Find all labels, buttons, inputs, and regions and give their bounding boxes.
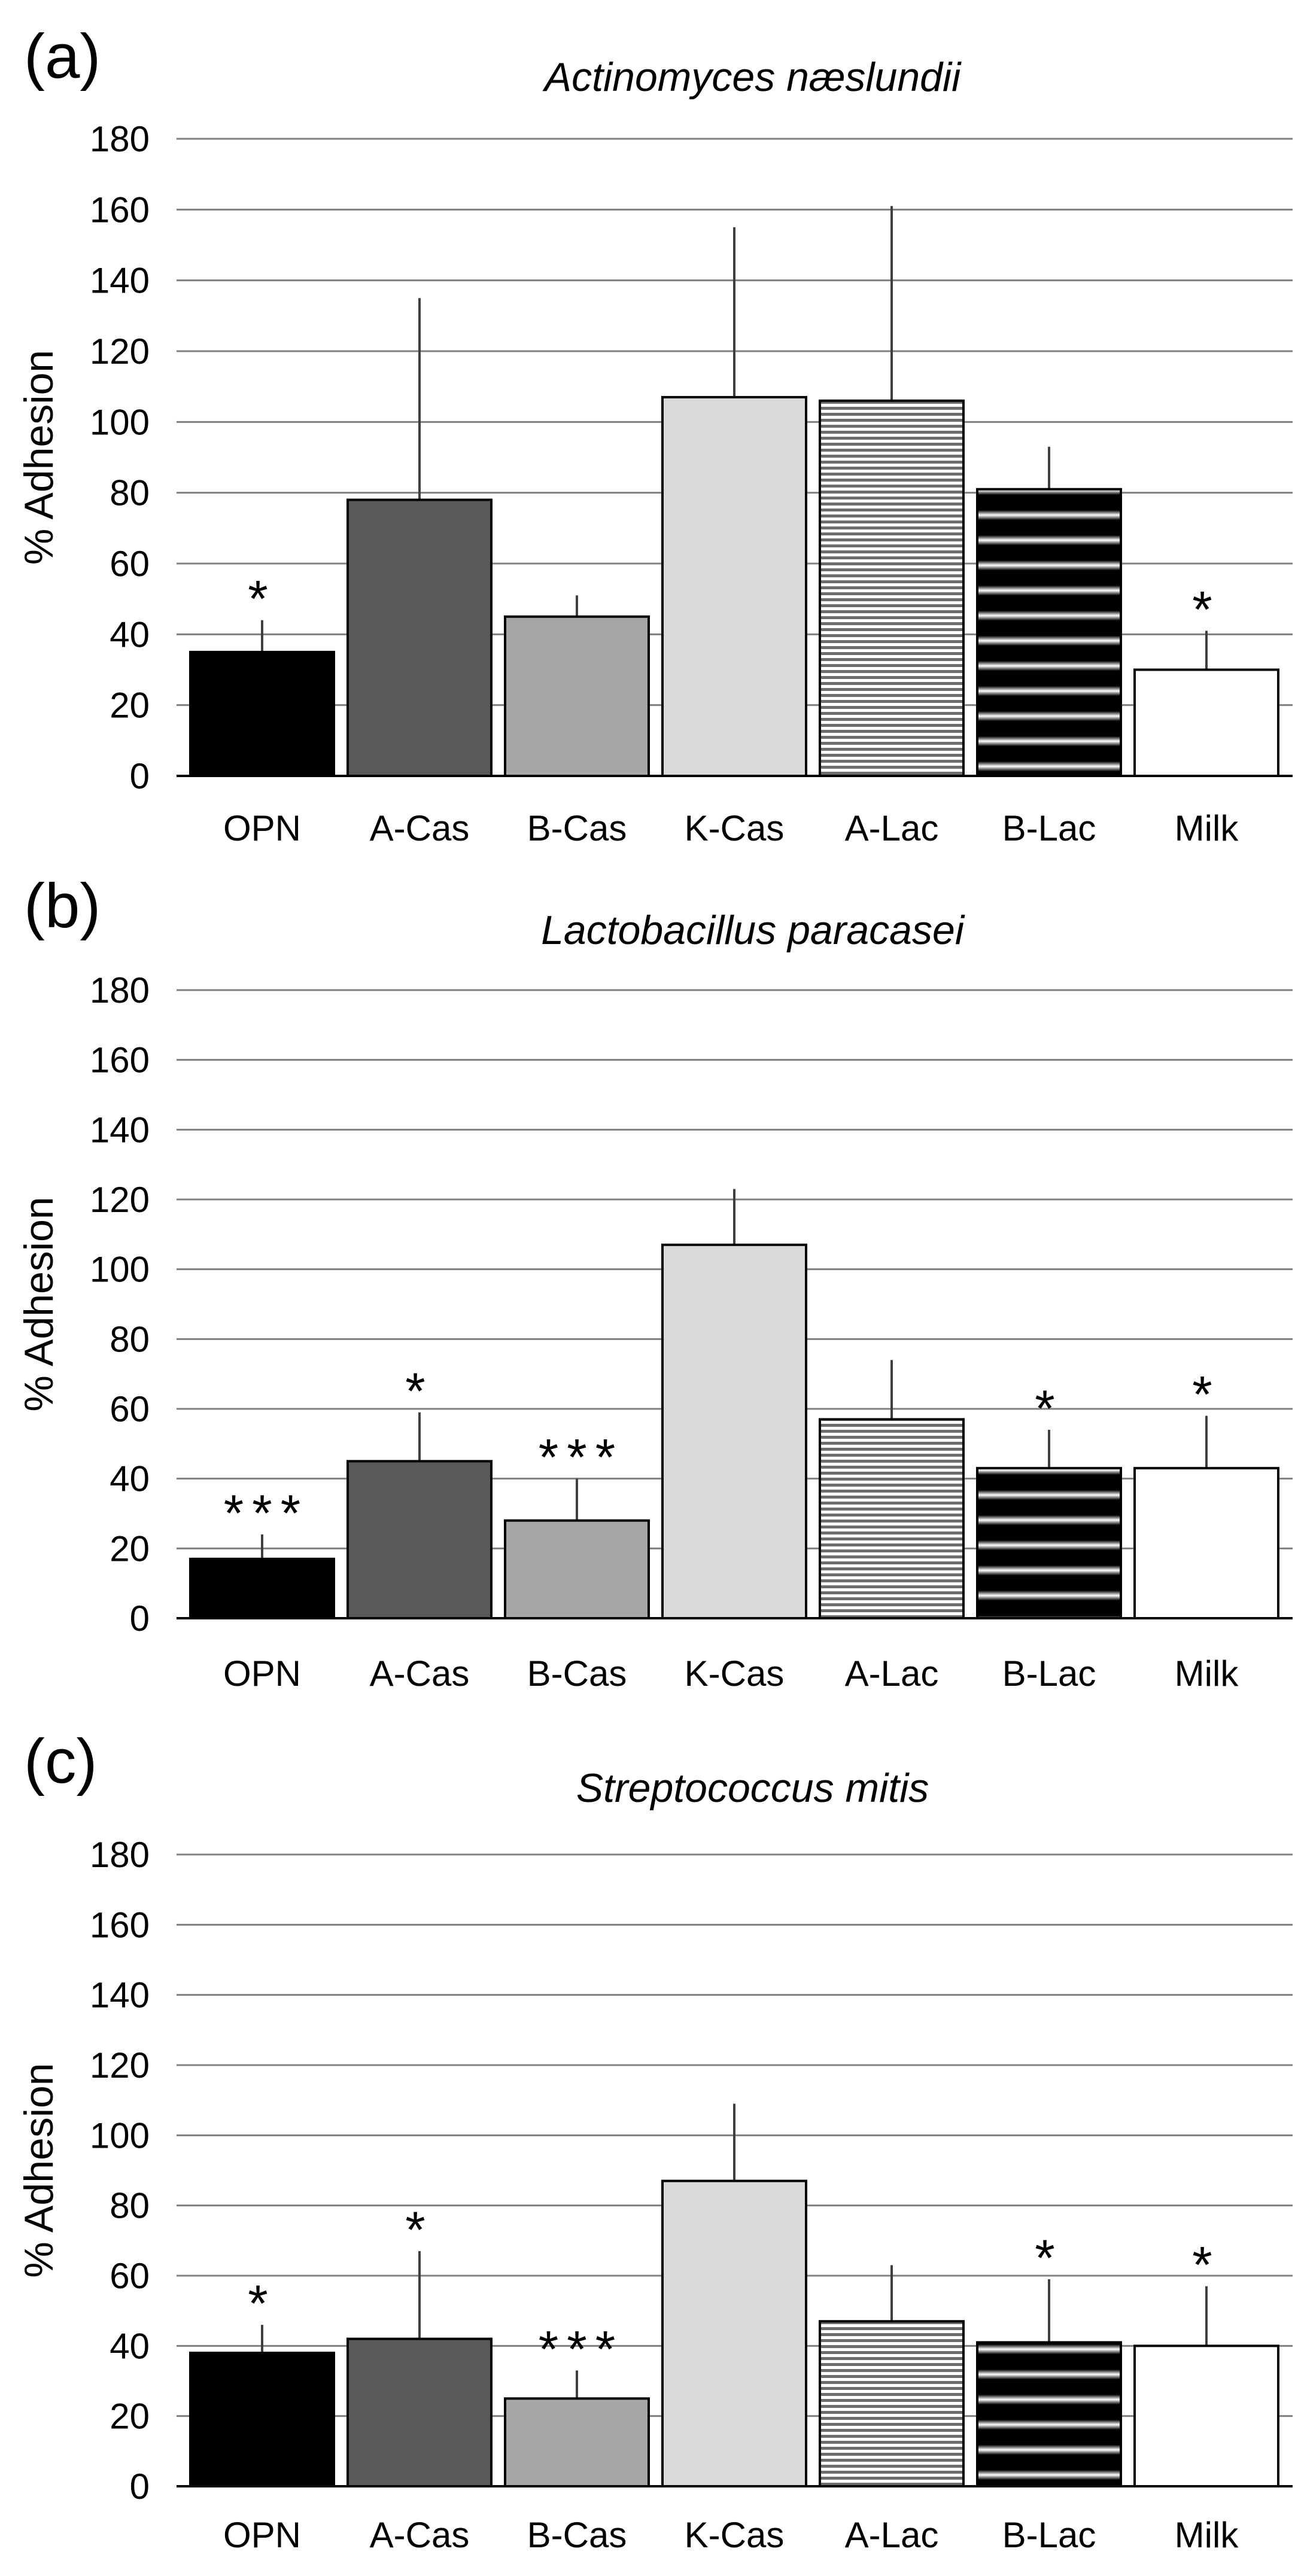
y-tick-label: 20 xyxy=(110,2397,150,2437)
bar-opn xyxy=(189,2352,335,2487)
bar-opn xyxy=(189,1557,335,1619)
significance-marker: *** xyxy=(224,1485,309,1542)
y-tick-label: 0 xyxy=(130,2467,150,2507)
chart-title: Actinomyces næslundii xyxy=(542,54,962,100)
y-tick-label: 0 xyxy=(130,1598,150,1639)
panel--a-: (a) Actinomyces næslundii % Adhesion 0 20 40 6… xyxy=(16,22,1293,848)
bar-a-cas xyxy=(346,498,493,777)
x-tick-label: Milk xyxy=(1175,2515,1239,2555)
bar-a-lac xyxy=(819,1418,965,1619)
chart-title: Lactobacillus paracasei xyxy=(541,908,965,953)
x-tick-label: A-Lac xyxy=(845,1654,939,1694)
y-tick-label: 100 xyxy=(90,2115,150,2155)
significance-marker: * xyxy=(405,2202,433,2259)
significance-marker: * xyxy=(1035,2230,1063,2287)
bar-a-lac xyxy=(819,399,965,777)
y-tick-label: 180 xyxy=(90,1835,150,1875)
x-tick-label: B-Lac xyxy=(1002,2515,1096,2555)
significance-marker: * xyxy=(248,2275,276,2333)
y-tick-label: 120 xyxy=(90,2045,150,2085)
x-tick-label: B-Lac xyxy=(1002,808,1096,848)
bar-a-cas xyxy=(346,2337,493,2488)
x-tick-label: A-Cas xyxy=(370,808,470,848)
y-tick-label: 80 xyxy=(110,2186,150,2226)
bar-a-cas xyxy=(346,1460,493,1619)
y-tick-label: 140 xyxy=(90,1975,150,2015)
y-axis-label: % Adhesion xyxy=(16,350,62,565)
x-tick-label: OPN xyxy=(223,808,301,848)
panel--b-: (b) Lactobacillus paracasei % Adhesion 0 20 4… xyxy=(16,871,1293,1694)
significance-marker: *** xyxy=(539,1429,624,1487)
bar-k-cas xyxy=(661,1243,807,1619)
significance-marker: * xyxy=(248,571,276,628)
x-tick-label: K-Cas xyxy=(685,1654,785,1694)
y-tick-label: 0 xyxy=(130,756,150,796)
bar-b-lac xyxy=(976,1467,1122,1620)
y-tick-label: 60 xyxy=(110,2256,150,2296)
y-tick-label: 160 xyxy=(90,190,150,230)
x-tick-label: A-Lac xyxy=(845,2515,939,2555)
y-tick-label: 80 xyxy=(110,473,150,513)
panel--c-: (c) Streptococcus mitis % Adhesion 0 20 40 60 8… xyxy=(16,1727,1293,2555)
x-tick-label: A-Cas xyxy=(370,1654,470,1694)
x-tick-label: OPN xyxy=(223,1654,301,1694)
y-tick-label: 120 xyxy=(90,331,150,372)
x-tick-label: K-Cas xyxy=(685,808,785,848)
significance-marker: * xyxy=(405,1363,433,1420)
y-tick-label: 140 xyxy=(90,261,150,301)
x-tick-label: B-Cas xyxy=(527,808,627,848)
bar-k-cas xyxy=(661,2179,807,2488)
y-tick-label: 80 xyxy=(110,1319,150,1359)
bar-k-cas xyxy=(661,395,807,777)
y-tick-label: 40 xyxy=(110,614,150,654)
y-axis-label: % Adhesion xyxy=(16,2063,62,2277)
bar-b-lac xyxy=(976,488,1122,777)
y-tick-label: 180 xyxy=(90,119,150,159)
chart-title: Streptococcus mitis xyxy=(576,1765,929,1811)
y-tick-label: 60 xyxy=(110,1389,150,1429)
x-tick-label: K-Cas xyxy=(685,2515,785,2555)
y-tick-label: 20 xyxy=(110,1528,150,1569)
y-tick-label: 140 xyxy=(90,1110,150,1150)
x-tick-label: Milk xyxy=(1175,808,1239,848)
bar-a-lac xyxy=(819,2320,965,2487)
panel-label: (b) xyxy=(24,871,101,941)
y-tick-label: 120 xyxy=(90,1180,150,1220)
x-tick-label: B-Cas xyxy=(527,1654,627,1694)
bar-milk xyxy=(1133,1467,1279,1620)
panel-label: (c) xyxy=(24,1727,97,1796)
significance-marker: * xyxy=(1192,2237,1220,2294)
significance-marker: * xyxy=(1192,581,1220,638)
y-axis-label: % Adhesion xyxy=(16,1196,62,1411)
x-tick-label: Milk xyxy=(1175,1654,1239,1694)
y-tick-label: 100 xyxy=(90,1250,150,1290)
y-tick-label: 20 xyxy=(110,686,150,726)
significance-marker: * xyxy=(1035,1380,1063,1438)
bar-milk xyxy=(1133,2344,1279,2487)
x-tick-label: OPN xyxy=(223,2515,301,2555)
bar-b-lac xyxy=(976,2341,1122,2487)
x-tick-label: A-Cas xyxy=(370,2515,470,2555)
bar-opn xyxy=(189,650,335,777)
y-tick-label: 160 xyxy=(90,1040,150,1080)
panel-label: (a) xyxy=(24,22,101,92)
x-tick-label: A-Lac xyxy=(845,808,939,848)
bar-milk xyxy=(1133,668,1279,777)
y-tick-label: 160 xyxy=(90,1905,150,1945)
y-tick-label: 40 xyxy=(110,1459,150,1499)
y-tick-label: 60 xyxy=(110,544,150,584)
y-tick-label: 40 xyxy=(110,2326,150,2366)
x-tick-label: B-Lac xyxy=(1002,1654,1096,1694)
bar-b-cas xyxy=(504,615,650,777)
x-tick-label: B-Cas xyxy=(527,2515,627,2555)
bar-b-cas xyxy=(504,2397,650,2487)
y-tick-label: 100 xyxy=(90,402,150,442)
bar-b-cas xyxy=(504,1519,650,1620)
significance-marker: * xyxy=(1192,1366,1220,1424)
y-tick-label: 180 xyxy=(90,970,150,1010)
significance-marker: *** xyxy=(539,2321,624,2378)
